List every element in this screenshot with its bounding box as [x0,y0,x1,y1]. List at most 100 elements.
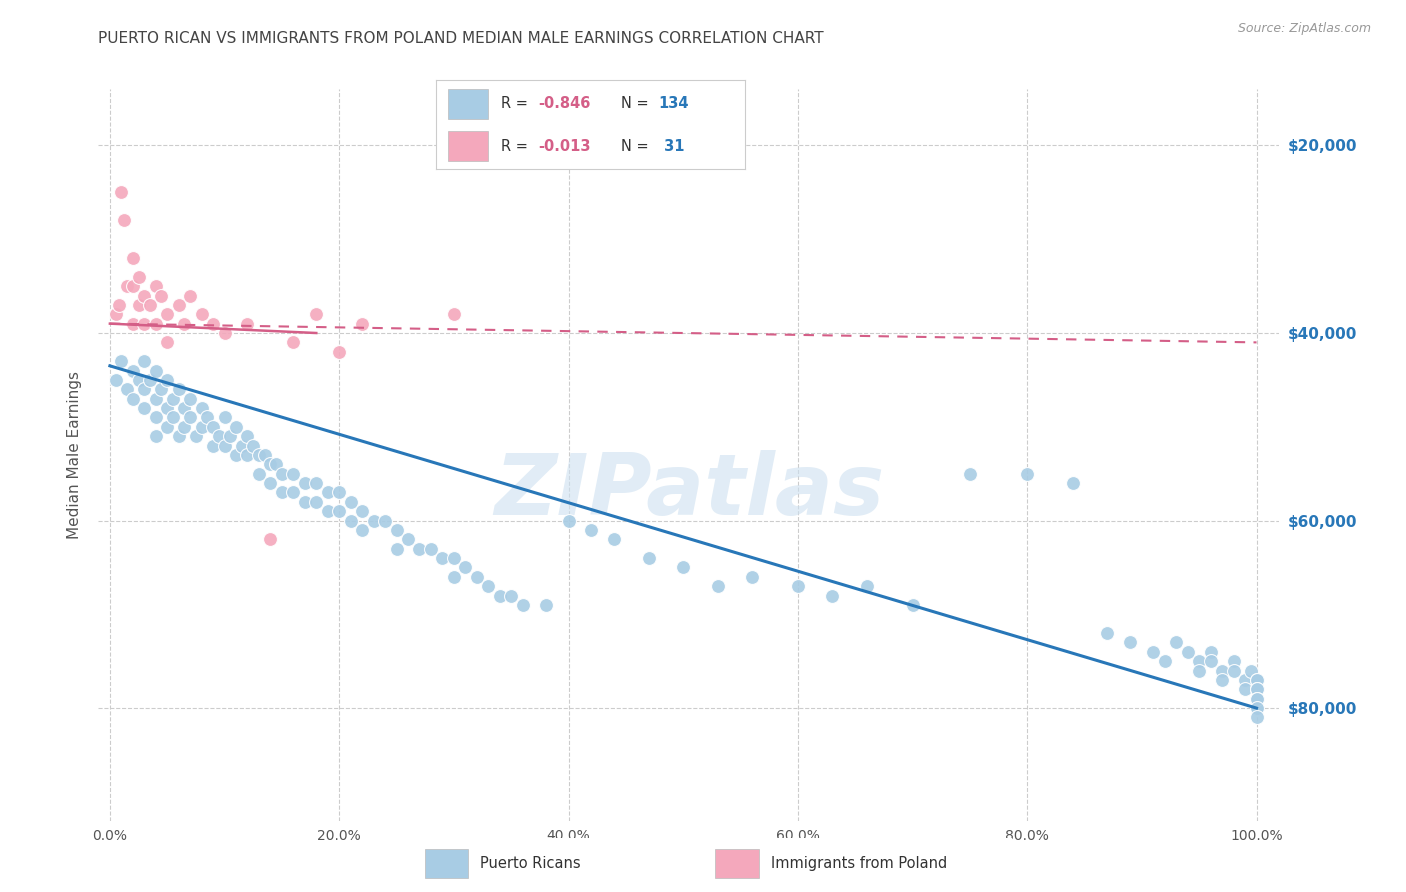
Point [396,533,419,547]
Point [236,317,259,331]
Point [270,485,292,500]
Point [501,589,523,603]
Point [352,523,374,537]
Point [328,504,350,518]
Point [162,392,184,406]
Point [1153,654,1175,668]
Point [139,298,162,312]
Point [145,279,167,293]
Point [1246,691,1268,706]
Point [225,448,247,462]
Point [706,579,728,593]
Point [121,317,143,331]
Point [1097,626,1119,640]
FancyBboxPatch shape [425,849,468,878]
Point [408,541,430,556]
Point [145,410,167,425]
Point [443,307,465,321]
Point [179,288,201,302]
Point [786,579,808,593]
Point [1246,673,1268,687]
Point [231,438,253,452]
Point [259,533,281,547]
FancyBboxPatch shape [449,89,488,119]
Point [128,298,150,312]
Point [108,298,131,312]
Point [374,514,396,528]
Point [247,448,270,462]
Point [167,382,190,396]
Point [465,570,488,584]
Point [488,589,510,603]
Point [112,213,135,227]
Point [110,186,132,200]
Point [202,419,225,434]
Point [328,344,350,359]
Point [672,560,695,574]
Point [104,373,127,387]
Point [134,317,156,331]
Text: R =: R = [501,139,533,153]
Point [316,504,339,518]
Point [202,317,225,331]
Point [121,392,143,406]
Point [477,579,499,593]
Point [1188,654,1211,668]
Point [225,419,247,434]
Point [305,495,328,509]
Point [190,419,212,434]
Point [1246,691,1268,706]
Point [179,410,201,425]
Point [534,598,557,612]
Point [1246,682,1268,697]
Text: N =: N = [621,139,654,153]
Point [156,335,179,350]
Point [121,251,143,265]
Point [581,523,603,537]
Point [305,307,328,321]
Point [253,448,276,462]
Point [1177,645,1199,659]
Point [1211,673,1233,687]
Point [316,485,339,500]
Point [128,373,150,387]
Point [202,438,225,452]
Point [115,382,138,396]
Point [208,429,231,443]
Point [1222,654,1244,668]
Point [821,589,844,603]
Point [134,354,156,368]
Point [1246,673,1268,687]
Point [167,298,190,312]
Point [283,335,305,350]
Point [1246,701,1268,715]
Point [557,514,579,528]
Point [214,410,236,425]
Text: 134: 134 [658,96,689,111]
Point [363,514,385,528]
Point [1246,691,1268,706]
Point [1017,467,1039,481]
Point [352,317,374,331]
Point [259,458,281,472]
Text: 31: 31 [658,139,685,153]
Point [283,485,305,500]
Text: Puerto Ricans: Puerto Ricans [481,855,581,871]
Text: PUERTO RICAN VS IMMIGRANTS FROM POLAND MEDIAN MALE EARNINGS CORRELATION CHART: PUERTO RICAN VS IMMIGRANTS FROM POLAND M… [98,31,824,46]
Point [1234,682,1257,697]
Point [1166,635,1188,649]
Point [637,551,659,566]
Point [339,514,361,528]
Point [294,495,316,509]
Point [512,598,534,612]
Point [156,373,179,387]
Point [1142,645,1164,659]
Text: -0.846: -0.846 [538,96,591,111]
Point [173,401,195,415]
Point [150,288,173,302]
Point [1246,682,1268,697]
Point [134,382,156,396]
Point [115,279,138,293]
Point [959,467,981,481]
Text: -0.013: -0.013 [538,139,591,153]
